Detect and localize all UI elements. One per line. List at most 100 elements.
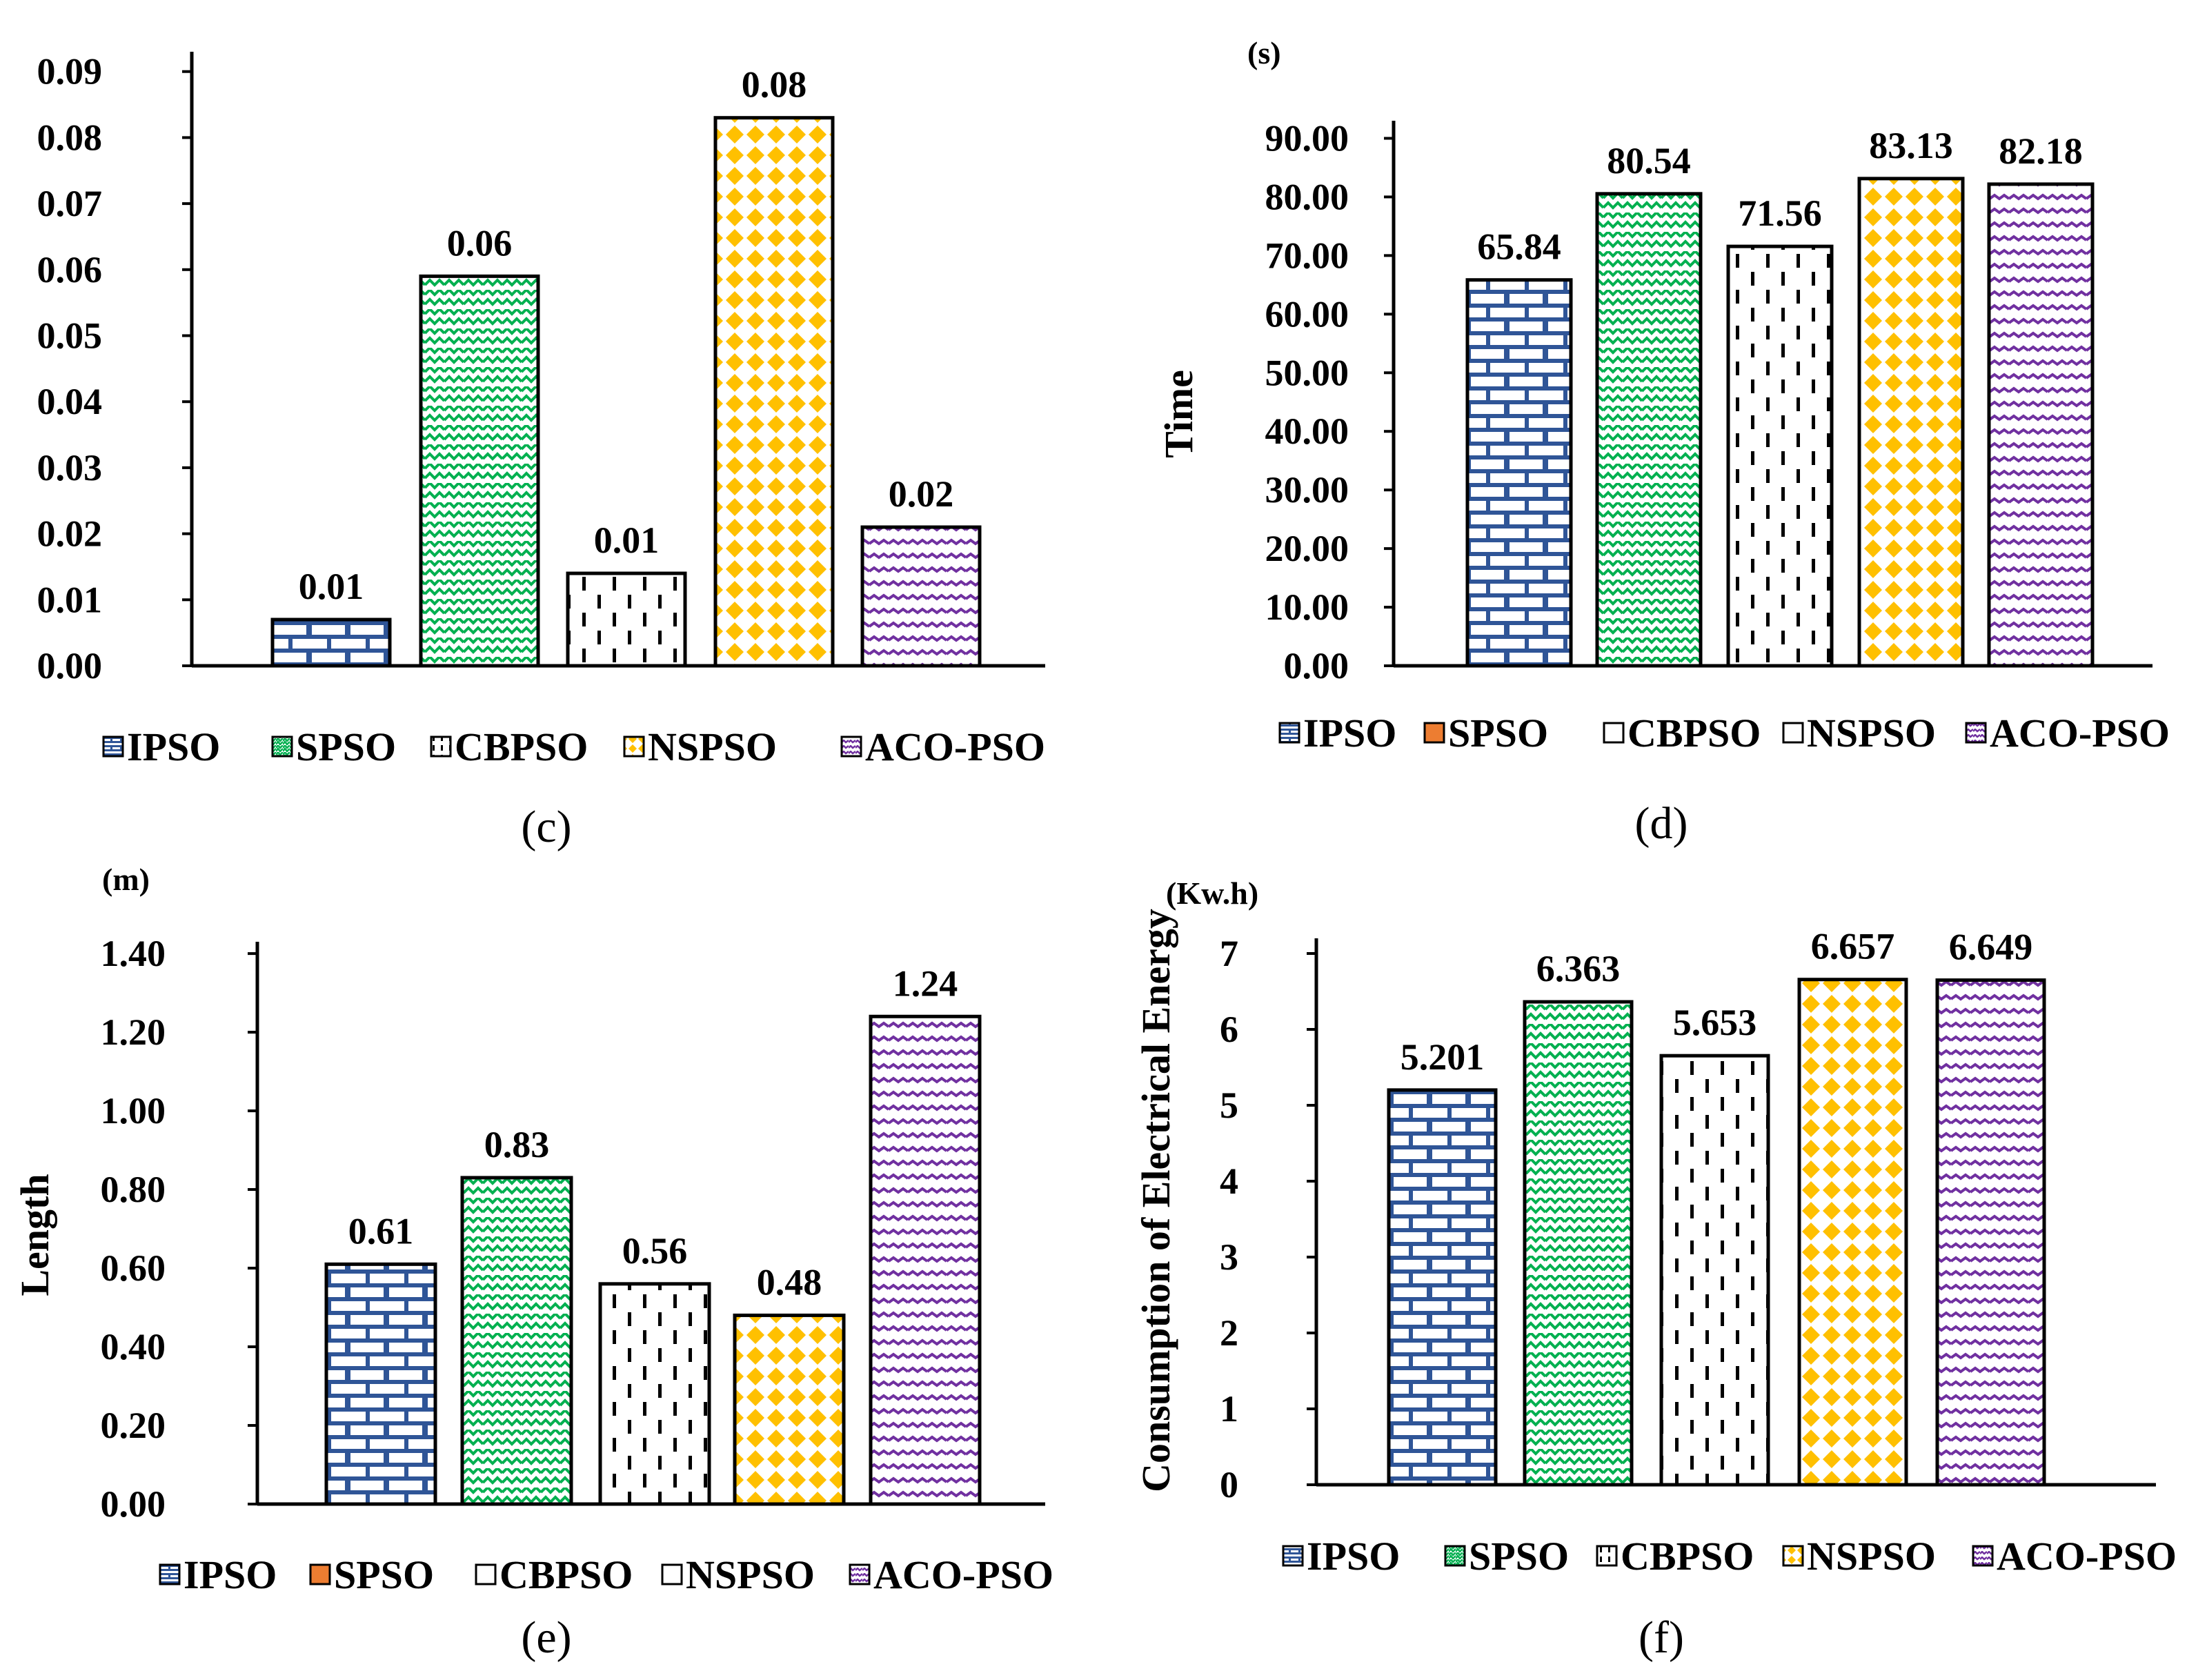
data-label-aco-pso: 6.649 — [1949, 927, 2033, 968]
legend-swatch-nspso — [661, 1563, 683, 1585]
chart-caption: (c) — [521, 802, 571, 852]
legend-label-spso: SPSO — [1448, 711, 1548, 755]
y-tick-label: 50.00 — [1265, 352, 1349, 393]
legend-swatch-nspso — [623, 735, 645, 758]
legend-swatch-spso — [1423, 722, 1445, 744]
legend-swatch-spso — [309, 1563, 331, 1585]
y-tick-label: 3 — [1220, 1236, 1238, 1278]
legend-label-spso: SPSO — [296, 724, 396, 769]
legend-swatch-ipso — [1278, 722, 1300, 744]
data-label-ipso: 5.201 — [1401, 1036, 1485, 1078]
legend-label-cbpso: CBPSO — [1621, 1534, 1754, 1579]
legend-label-aco-pso: ACO-PSO — [1997, 1534, 2177, 1579]
y-tick-label: 0.20 — [101, 1405, 166, 1446]
data-label-ipso: 65.84 — [1477, 226, 1561, 268]
y-tick-label: 80.00 — [1265, 176, 1349, 217]
y-tick-label: 0.04 — [37, 381, 103, 422]
bar-ipso — [270, 617, 392, 668]
y-tick-label: 10.00 — [1265, 586, 1349, 628]
bar-ipso — [324, 1262, 437, 1506]
charts-layer: 0.00 0.01 0.02 0.03 0.04 0.05 0.06 0.07 0.08 0.09… — [12, 35, 2177, 1663]
y-tick-label: 90.00 — [1265, 117, 1349, 159]
bar-cbpso — [598, 1282, 711, 1506]
data-label-spso: 6.363 — [1536, 948, 1621, 989]
data-label-cbpso: 71.56 — [1738, 192, 1822, 234]
legend-label-nspso: NSPSO — [1807, 711, 1936, 755]
y-axis-title: Time — [1156, 370, 1201, 458]
legend-label-ipso: IPSO — [184, 1552, 277, 1597]
legend-label-cbpso: CBPSO — [499, 1552, 633, 1597]
data-label-aco-pso: 1.24 — [893, 962, 958, 1004]
y-tick-label: 0.03 — [37, 447, 103, 488]
y-tick-label: 1.40 — [101, 933, 166, 974]
bar-cbpso — [1726, 244, 1834, 668]
data-label-ipso: 0.01 — [299, 566, 364, 607]
y-tick-label: 0.07 — [37, 183, 103, 224]
y-axis-title: Consumption of Electrical Energy — [1134, 909, 1178, 1492]
bar-spso — [1595, 192, 1703, 668]
data-label-cbpso: 0.56 — [622, 1230, 688, 1272]
legend-swatch-cbpso — [430, 735, 452, 758]
y-tick-label: 0.08 — [37, 117, 103, 158]
legend-swatch-ipso — [102, 735, 124, 758]
unit-label: (s) — [1247, 35, 1281, 70]
legend-swatch-ipso — [159, 1563, 181, 1585]
chart-f: 0 1 2 3 4 5 6 7 (Kw.h)Consumption of Electrical … — [1134, 876, 2177, 1663]
y-tick-label: 0.80 — [101, 1169, 166, 1210]
legend-label-aco-pso: ACO-PSO — [873, 1552, 1053, 1597]
legend-swatch-cbpso — [1596, 1545, 1618, 1567]
bar-nspso — [733, 1313, 846, 1506]
y-tick-label: 0.06 — [37, 249, 103, 290]
legend-label-aco-pso: ACO-PSO — [1990, 711, 2170, 755]
y-tick-label: 70.00 — [1265, 235, 1349, 276]
data-label-nspso: 6.657 — [1811, 926, 1895, 967]
y-tick-label: 6 — [1220, 1009, 1238, 1050]
data-label-ipso: 0.61 — [348, 1210, 414, 1252]
bar-aco-pso — [1935, 978, 2046, 1487]
legend-swatch-ipso — [1282, 1545, 1304, 1567]
legend-label-spso: SPSO — [1469, 1534, 1569, 1579]
legend-label-spso: SPSO — [334, 1552, 434, 1597]
unit-label: (m) — [102, 862, 150, 897]
bar-ipso — [1387, 1088, 1498, 1487]
legend-swatch-cbpso — [475, 1563, 497, 1585]
legend-swatch-aco-pso — [1972, 1545, 1994, 1567]
bar-nspso — [1857, 177, 1965, 668]
legend-label-ipso: IPSO — [1307, 1534, 1400, 1579]
chart-c: 0.00 0.01 0.02 0.03 0.04 0.05 0.06 0.07 0.08 0.09… — [37, 51, 1045, 852]
y-tick-label: 0.09 — [37, 51, 103, 92]
legend-label-nspso: NSPSO — [648, 724, 777, 769]
data-label-nspso: 0.48 — [757, 1261, 822, 1303]
data-label-nspso: 83.13 — [1869, 125, 1953, 166]
bar-aco-pso — [860, 525, 982, 668]
y-tick-label: 7 — [1220, 933, 1238, 974]
bar-cbpso — [566, 571, 687, 668]
y-tick-label: 5 — [1220, 1085, 1238, 1126]
legend-swatch-aco-pso — [1965, 722, 1987, 744]
chart-e: 0.00 0.20 0.40 0.60 0.80 1.00 1.20 1.40 (m) Lengt… — [12, 862, 1053, 1663]
y-tick-label: 2 — [1220, 1312, 1238, 1354]
y-tick-label: 0.01 — [37, 579, 103, 620]
chart-caption: (f) — [1639, 1612, 1684, 1663]
bar-spso — [1523, 1000, 1634, 1487]
chart-caption: (d) — [1635, 798, 1688, 849]
data-label-spso: 0.06 — [447, 222, 513, 264]
chart-caption: (e) — [521, 1612, 571, 1663]
legend-label-cbpso: CBPSO — [455, 724, 588, 769]
legend-label-aco-pso: ACO-PSO — [865, 724, 1045, 769]
legend-label-ipso: IPSO — [127, 724, 220, 769]
y-tick-label: 0 — [1220, 1464, 1238, 1505]
data-label-cbpso: 0.01 — [594, 520, 660, 561]
y-tick-label: 1 — [1220, 1388, 1238, 1430]
bar-aco-pso — [1987, 182, 2095, 668]
bar-spso — [419, 274, 540, 668]
data-label-spso: 0.83 — [484, 1124, 550, 1165]
y-tick-label: 1.20 — [101, 1011, 166, 1053]
y-tick-label: 60.00 — [1265, 293, 1349, 335]
legend-label-cbpso: CBPSO — [1627, 711, 1761, 755]
unit-label: (Kw.h) — [1166, 876, 1258, 911]
y-tick-label: 30.00 — [1265, 469, 1349, 511]
y-tick-label: 0.00 — [37, 645, 103, 686]
bar-cbpso — [1659, 1054, 1770, 1487]
